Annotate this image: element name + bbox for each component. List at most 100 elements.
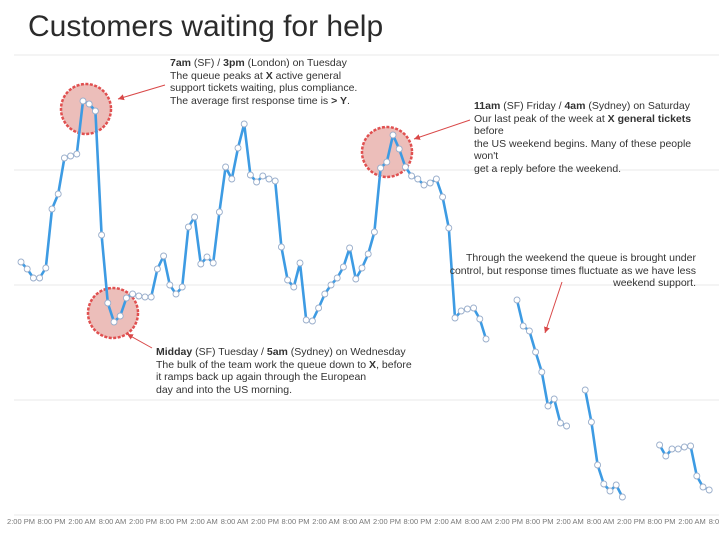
data-point (222, 163, 230, 171)
data-point (308, 317, 316, 325)
x-tick-label: 8:00 AM (220, 517, 249, 526)
data-point (600, 480, 608, 488)
data-point (687, 442, 695, 450)
data-point (414, 175, 422, 183)
annotation-arrow (544, 281, 563, 334)
data-point (389, 131, 397, 139)
annotation-arrow (117, 84, 166, 101)
data-point (116, 312, 124, 320)
data-point (463, 305, 471, 313)
data-point (184, 223, 192, 231)
data-point (178, 283, 186, 291)
series-points (17, 97, 713, 501)
x-tick-label: 2:00 PM (373, 517, 401, 526)
data-point (147, 293, 155, 301)
data-point (525, 327, 533, 335)
data-point (191, 213, 199, 221)
data-point (302, 316, 310, 324)
data-point (680, 443, 688, 451)
data-point (581, 386, 589, 394)
gridlines (14, 54, 719, 516)
data-point (395, 145, 403, 153)
series-line-segment (658, 444, 710, 492)
data-point (234, 144, 242, 152)
data-point (36, 274, 44, 282)
x-tick-label: 8:00 PM (37, 517, 66, 526)
data-point (141, 293, 149, 301)
x-tick-label: 8:00 AM (708, 517, 719, 526)
data-point (482, 335, 490, 343)
x-tick-label: 8:00 PM (403, 517, 432, 526)
data-point (79, 97, 87, 105)
data-point (240, 120, 248, 128)
data-point (352, 275, 360, 283)
data-point (656, 441, 664, 449)
data-point (321, 290, 329, 298)
x-tick-label: 2:00 AM (190, 517, 218, 526)
data-point (104, 299, 112, 307)
data-point (693, 472, 701, 480)
data-point (73, 150, 81, 158)
annotation-peak-tuesday: 7am (SF) / 3pm (London) on Tuesday The q… (170, 57, 358, 107)
data-point (228, 175, 236, 183)
x-tick-label: 2:00 PM (617, 517, 645, 526)
data-point (91, 107, 99, 115)
data-point (563, 422, 571, 430)
data-point (135, 292, 143, 300)
x-tick-label: 2:00 AM (68, 517, 96, 526)
data-point (612, 481, 620, 489)
data-point (519, 322, 527, 330)
annotation-arrow (413, 119, 471, 140)
chart-title: Customers waiting for help (28, 10, 384, 43)
data-point (42, 264, 50, 272)
data-point (513, 296, 521, 304)
annotation-arrow (126, 333, 153, 349)
data-point (60, 154, 68, 162)
data-point (203, 253, 211, 261)
x-tick-label: 8:00 PM (647, 517, 676, 526)
x-tick-label: 2:00 AM (434, 517, 462, 526)
data-point (48, 205, 56, 213)
data-point (129, 290, 137, 298)
x-tick-label: 2:00 PM (7, 517, 35, 526)
data-point (432, 175, 440, 183)
data-point (166, 281, 174, 289)
data-point (122, 294, 130, 302)
data-point (594, 461, 602, 469)
data-point (532, 348, 540, 356)
data-point (606, 487, 614, 495)
x-tick-label: 8:00 AM (98, 517, 127, 526)
highlight-circle-peak-friday (360, 125, 414, 179)
x-tick-label: 2:00 PM (495, 517, 523, 526)
data-point (426, 179, 434, 187)
highlight-circles (59, 82, 414, 340)
data-point (674, 445, 682, 453)
data-point (699, 483, 707, 491)
x-tick-label: 2:00 PM (251, 517, 279, 526)
data-point (67, 152, 75, 160)
data-point (383, 158, 391, 166)
series-line-segment (20, 99, 488, 340)
data-point (277, 243, 285, 251)
data-point (370, 228, 378, 236)
data-point (420, 181, 428, 189)
data-point (476, 315, 484, 323)
data-point (290, 283, 298, 291)
x-tick-label: 8:00 PM (525, 517, 554, 526)
series-line-segment (515, 299, 568, 428)
data-point (408, 172, 416, 180)
x-tick-label: 8:00 PM (281, 517, 310, 526)
x-tick-label: 2:00 AM (312, 517, 340, 526)
annotation-trough-wednesday: Midday (SF) Tuesday / 5am (Sydney) on We… (156, 346, 412, 396)
data-point (470, 304, 478, 312)
data-point (662, 452, 670, 460)
data-point (556, 419, 564, 427)
data-point (445, 224, 453, 232)
data-point (333, 274, 341, 282)
x-tick-label: 2:00 AM (678, 517, 706, 526)
x-tick-label: 8:00 AM (342, 517, 371, 526)
annotation-peak-friday: 11am (SF) Friday / 4am (Sydney) on Satur… (474, 100, 692, 175)
data-point (377, 164, 385, 172)
x-tick-label: 2:00 AM (556, 517, 584, 526)
